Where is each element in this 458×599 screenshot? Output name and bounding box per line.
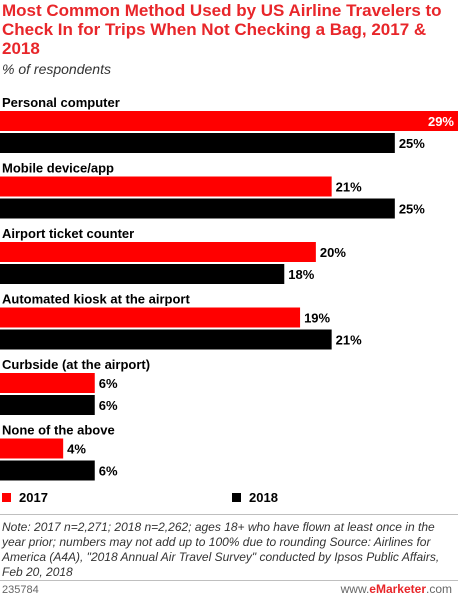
footer-divider bbox=[0, 514, 458, 515]
footnote-source: Source: Airlines for America (A4A), "201… bbox=[2, 535, 440, 579]
bar-2017 bbox=[0, 373, 95, 393]
chart-subtitle: % of respondents bbox=[2, 61, 111, 77]
legend-item-2018: 2018 bbox=[232, 490, 278, 505]
bar-2018 bbox=[0, 264, 285, 284]
data-label-2018: 18% bbox=[288, 267, 314, 282]
legend-label-2017: 2017 bbox=[19, 490, 48, 505]
legend-swatch-2017 bbox=[2, 493, 11, 502]
data-label-2018: 6% bbox=[99, 398, 118, 413]
data-label-2017: 19% bbox=[304, 311, 330, 326]
footnote: Note: 2017 n=2,271; 2018 n=2,262; ages 1… bbox=[2, 520, 456, 580]
data-label-2018: 21% bbox=[336, 333, 362, 348]
footer-divider-bottom bbox=[0, 580, 458, 581]
data-label-2017: 6% bbox=[99, 376, 118, 391]
data-label-2017: 21% bbox=[336, 180, 362, 195]
category-label: Airport ticket counter bbox=[2, 226, 134, 241]
category-label: Mobile device/app bbox=[2, 161, 114, 176]
brand-suffix: .com bbox=[425, 582, 452, 596]
bar-2018 bbox=[0, 329, 332, 350]
bar-2017 bbox=[0, 111, 458, 131]
bar-2018 bbox=[0, 133, 395, 153]
bar-2017 bbox=[0, 438, 64, 459]
footnote-note: Note: 2017 n=2,271; 2018 n=2,262; ages 1… bbox=[2, 520, 435, 549]
brand-link[interactable]: www.eMarketer.com bbox=[341, 582, 452, 596]
data-label-2018: 25% bbox=[399, 202, 425, 217]
bar-2017 bbox=[0, 307, 301, 328]
chart-id: 235784 bbox=[2, 584, 39, 596]
legend-item-2017: 2017 bbox=[2, 490, 48, 505]
brand-name: eMarketer bbox=[369, 582, 426, 596]
bar-2017 bbox=[0, 242, 316, 262]
data-label-2017: 29% bbox=[428, 114, 454, 129]
bar-2018 bbox=[0, 395, 95, 415]
data-label-2017: 20% bbox=[320, 245, 346, 260]
data-label-2017: 4% bbox=[67, 442, 86, 457]
bar-2017 bbox=[0, 176, 332, 197]
data-label-2018: 25% bbox=[399, 136, 425, 151]
bar-2018 bbox=[0, 460, 95, 481]
bar-2018 bbox=[0, 198, 395, 219]
category-label: Personal computer bbox=[2, 95, 120, 110]
category-label: Curbside (at the airport) bbox=[2, 357, 150, 372]
data-label-2018: 6% bbox=[99, 464, 118, 479]
legend-label-2018: 2018 bbox=[249, 490, 278, 505]
category-label: Automated kiosk at the airport bbox=[2, 292, 190, 307]
category-label: None of the above bbox=[2, 423, 115, 438]
brand-prefix: www. bbox=[340, 582, 370, 596]
chart-title: Most Common Method Used by US Airline Tr… bbox=[2, 1, 442, 58]
legend-swatch-2018 bbox=[232, 493, 241, 502]
